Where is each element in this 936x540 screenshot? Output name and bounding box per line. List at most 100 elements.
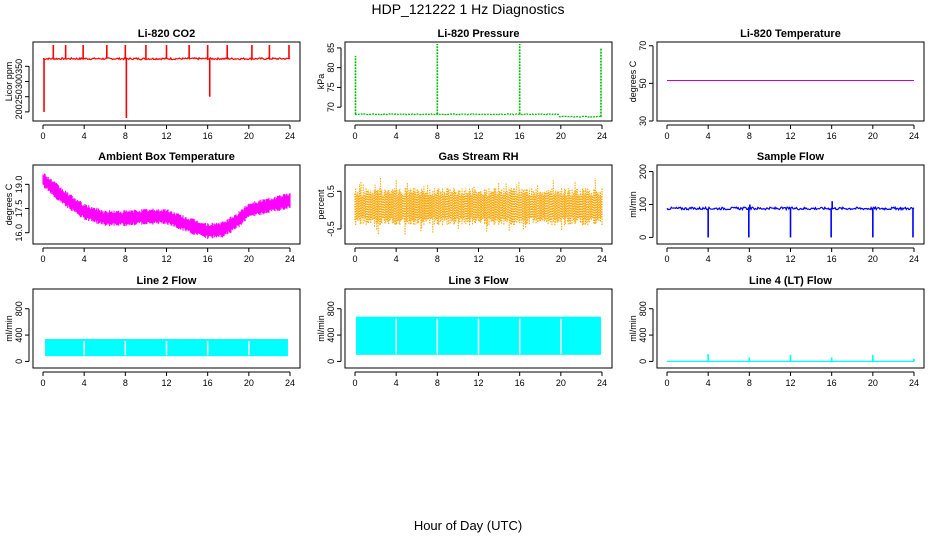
panel-6: Line 2 Flow ml/min 0 4 8 12 16 20 24 0 400 800 [4, 275, 301, 388]
y-tick-label: 350 [14, 59, 24, 74]
x-tick-label: 12 [473, 378, 483, 388]
panel-title: Sample Flow [757, 151, 825, 163]
plot-area [354, 177, 603, 235]
y-axis-label: ml/min [628, 315, 638, 342]
x-tick-label: 20 [556, 254, 566, 264]
y-tick-label: 0.5 [326, 185, 336, 198]
panel-title: Li-820 Temperature [740, 28, 841, 40]
plot-box [344, 41, 613, 122]
x-tick-label: 0 [352, 254, 357, 264]
y-axis-label: ml/min [628, 191, 638, 218]
y-axis: 0 400 800 [14, 301, 30, 364]
x-axis: 0 4 8 12 16 20 24 [664, 124, 919, 141]
x-tick-label: 16 [515, 254, 525, 264]
y-axis: 0 400 800 [326, 301, 342, 364]
x-tick-label: 24 [909, 378, 919, 388]
y-tick-label: -0.5 [326, 221, 336, 237]
x-tick-label: 20 [868, 131, 878, 141]
y-axis: 70 75 80 85 [326, 43, 342, 112]
x-tick-label: 0 [352, 378, 357, 388]
x-tick-label: 24 [597, 131, 607, 141]
y-tick-label: 70 [326, 102, 336, 112]
x-tick-label: 16 [515, 131, 525, 141]
y-axis: 0 400 800 [638, 301, 654, 364]
y-tick-label: 30 [638, 116, 648, 126]
panel-2: Li-820 Temperature degrees C 0 4 8 12 16 20 24 30… [628, 28, 925, 141]
x-tick-label: 20 [868, 254, 878, 264]
x-tick-label: 0 [352, 131, 357, 141]
panel-title: Li-820 Pressure [438, 28, 520, 40]
x-tick-label: 12 [473, 254, 483, 264]
x-tick-label: 4 [82, 131, 87, 141]
x-tick-label: 8 [435, 131, 440, 141]
plot-area [42, 45, 291, 118]
panel-title: Line 2 Flow [137, 275, 197, 287]
plot-box [656, 164, 925, 245]
y-tick-label: 200 [638, 164, 648, 179]
plot-box [344, 288, 613, 369]
x-tick-label: 16 [827, 131, 837, 141]
plot-box [32, 164, 301, 245]
x-tick-label: 16 [203, 254, 213, 264]
y-axis-label: Licor ppm [4, 62, 14, 102]
x-tick-label: 8 [747, 378, 752, 388]
plot-box [32, 41, 301, 122]
x-tick-label: 8 [123, 378, 128, 388]
x-tick-label: 20 [556, 378, 566, 388]
x-tick-label: 12 [785, 378, 795, 388]
y-axis: 16.0 17.5 19.0 [14, 176, 30, 241]
y-tick-label: 300 [14, 74, 24, 89]
x-tick-label: 20 [244, 378, 254, 388]
panel-title: Line 4 (LT) Flow [749, 275, 832, 287]
y-axis-label: percent [316, 189, 326, 220]
x-axis-label: Hour of Day (UTC) [413, 518, 523, 533]
x-tick-label: 4 [394, 131, 399, 141]
y-axis: -0.5 0.5 [326, 185, 342, 237]
series-band [42, 173, 291, 239]
y-tick-label: 100 [638, 197, 648, 212]
x-tick-label: 4 [394, 378, 399, 388]
panel-title: Line 3 Flow [449, 275, 509, 287]
x-tick-label: 12 [785, 254, 795, 264]
x-tick-label: 24 [285, 131, 295, 141]
plot-area [45, 339, 288, 357]
x-tick-label: 8 [747, 131, 752, 141]
plot-box [656, 41, 925, 122]
x-axis: 0 4 8 12 16 20 24 [352, 371, 607, 388]
x-tick-label: 24 [909, 254, 919, 264]
plot-area [356, 316, 601, 355]
x-tick-label: 16 [827, 254, 837, 264]
x-axis: 0 4 8 12 16 20 24 [664, 247, 919, 264]
x-tick-label: 0 [664, 254, 669, 264]
panel-title: Ambient Box Temperature [98, 151, 235, 163]
y-tick-label: 0 [638, 359, 648, 364]
y-tick-label: 17.5 [14, 200, 24, 218]
x-tick-label: 20 [556, 131, 566, 141]
x-tick-label: 24 [597, 378, 607, 388]
panel-title: Gas Stream RH [438, 151, 518, 163]
x-tick-label: 4 [706, 131, 711, 141]
y-tick-label: 19.0 [14, 176, 24, 194]
y-axis-label: kPa [316, 74, 326, 90]
panel-7: Line 3 Flow ml/min 0 4 8 12 16 20 24 0 400 800 [316, 275, 613, 388]
x-tick-label: 4 [706, 378, 711, 388]
x-tick-label: 20 [244, 254, 254, 264]
x-tick-label: 0 [40, 254, 45, 264]
x-tick-label: 12 [161, 378, 171, 388]
y-tick-label: 400 [14, 328, 24, 343]
plot-area [667, 354, 915, 362]
x-axis: 0 4 8 12 16 20 24 [40, 124, 295, 141]
x-tick-label: 12 [785, 131, 795, 141]
plot-box [344, 164, 613, 245]
y-tick-label: 0 [326, 359, 336, 364]
x-tick-label: 20 [868, 378, 878, 388]
x-tick-label: 8 [747, 254, 752, 264]
panel-3: Ambient Box Temperature degrees C 0 4 8 12 16 2… [4, 151, 301, 264]
y-tick-label: 70 [638, 41, 648, 51]
panel-1: Li-820 Pressure kPa 0 4 8 12 16 20 24 70 75 80 85 [316, 28, 613, 141]
y-tick-label: 85 [326, 43, 336, 53]
y-tick-label: 400 [638, 328, 648, 343]
x-tick-label: 0 [664, 378, 669, 388]
plot-area [354, 43, 602, 118]
